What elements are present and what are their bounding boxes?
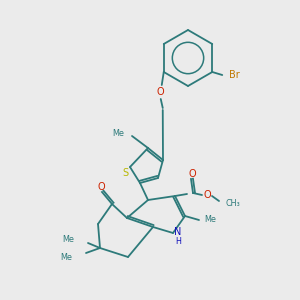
Text: Me: Me [112, 130, 124, 139]
Text: Me: Me [62, 235, 74, 244]
Text: O: O [97, 182, 105, 192]
Text: Br: Br [229, 70, 240, 80]
Text: O: O [203, 190, 211, 200]
Text: CH₃: CH₃ [225, 199, 240, 208]
Text: H: H [175, 236, 181, 245]
Text: Me: Me [204, 215, 216, 224]
Text: Me: Me [60, 253, 72, 262]
Text: O: O [188, 169, 196, 179]
Text: S: S [122, 168, 128, 178]
Text: N: N [174, 227, 182, 237]
Text: O: O [157, 87, 165, 97]
